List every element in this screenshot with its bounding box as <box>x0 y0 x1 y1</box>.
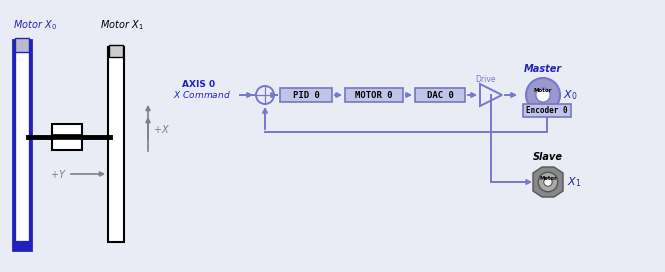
Circle shape <box>526 78 560 112</box>
Text: PID 0: PID 0 <box>293 91 319 100</box>
Text: Encoder 0: Encoder 0 <box>526 106 568 115</box>
Text: Motor: Motor <box>539 176 557 181</box>
Text: MOTOR 0: MOTOR 0 <box>355 91 393 100</box>
Bar <box>415 88 465 102</box>
Circle shape <box>536 88 550 102</box>
Text: Slave: Slave <box>533 152 563 162</box>
Bar <box>109 45 123 57</box>
Text: $+X$: $+X$ <box>153 123 170 135</box>
Text: $\mathit{Motor}\ X_0$: $\mathit{Motor}\ X_0$ <box>13 18 57 32</box>
Text: $X_0$: $X_0$ <box>563 88 577 102</box>
Bar <box>523 104 571 117</box>
Text: Motor: Motor <box>534 88 552 92</box>
Text: AXIS 0: AXIS 0 <box>182 80 215 89</box>
Bar <box>15 38 29 52</box>
Bar <box>13 40 31 250</box>
Bar <box>345 88 403 102</box>
Bar <box>108 47 124 242</box>
Text: Drive: Drive <box>475 75 495 84</box>
Text: $+Y$: $+Y$ <box>50 168 66 180</box>
Bar <box>280 88 332 102</box>
Polygon shape <box>533 167 563 197</box>
Circle shape <box>544 178 552 186</box>
Text: $X_1$: $X_1$ <box>567 175 581 189</box>
Text: $\mathit{X\ Command}$: $\mathit{X\ Command}$ <box>173 89 231 100</box>
Text: DAC 0: DAC 0 <box>426 91 454 100</box>
Circle shape <box>538 172 558 192</box>
Bar <box>52 134 82 139</box>
Text: Master: Master <box>524 64 562 74</box>
Bar <box>16 50 28 240</box>
Text: $\mathit{Motor}\ X_1$: $\mathit{Motor}\ X_1$ <box>100 18 144 32</box>
Bar <box>52 124 82 150</box>
